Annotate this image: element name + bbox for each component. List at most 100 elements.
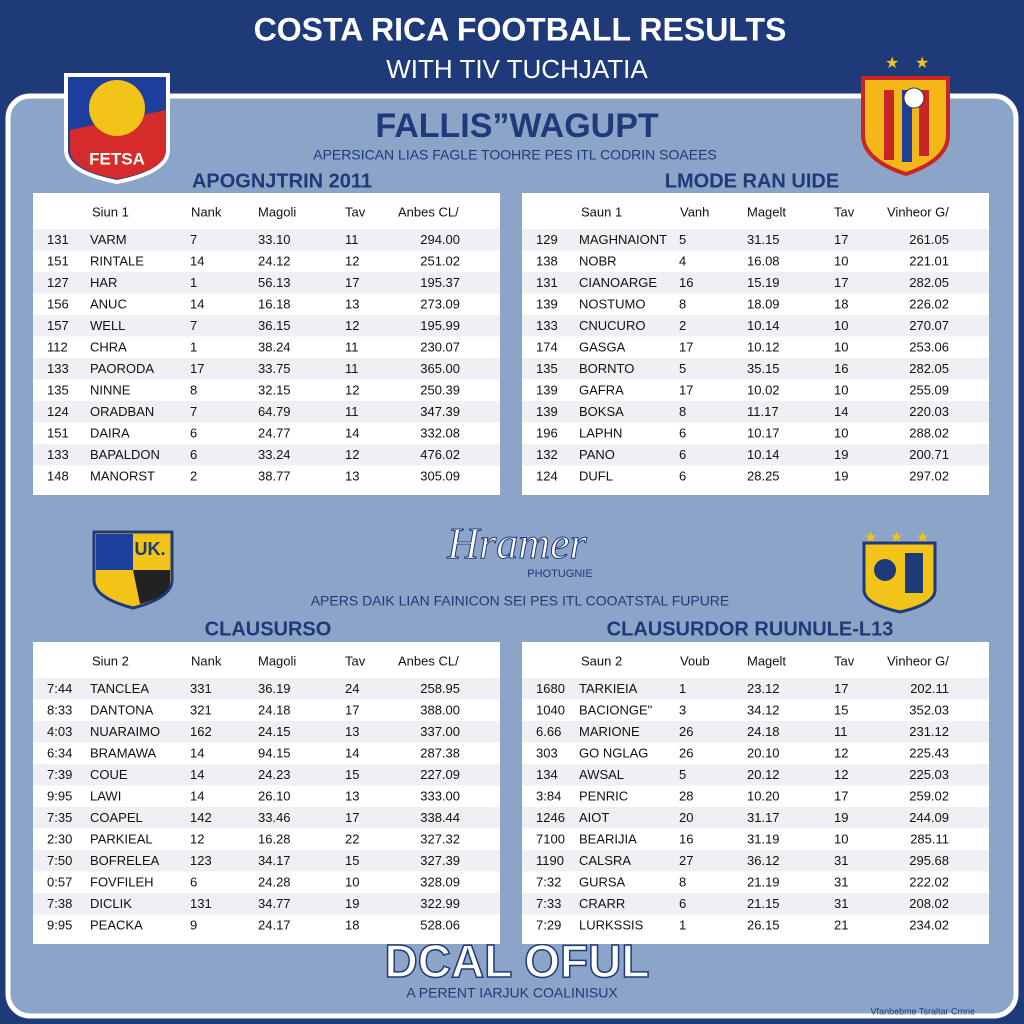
table-cell: 244.09 bbox=[909, 810, 949, 825]
table-cell: 17 bbox=[345, 810, 359, 825]
table-cell: 131 bbox=[536, 275, 558, 290]
table-cell: BOFRELEA bbox=[90, 853, 160, 868]
table-cell: 131 bbox=[190, 896, 212, 911]
table-cell: 21.15 bbox=[747, 896, 780, 911]
table-cell: 14 bbox=[345, 426, 359, 441]
table-cell: 31.19 bbox=[747, 832, 780, 847]
table-cell: BEARIJIA bbox=[579, 832, 637, 847]
table-cell: PANO bbox=[579, 447, 615, 462]
table-cell: 16 bbox=[679, 832, 693, 847]
table-cell: 528.06 bbox=[420, 918, 460, 933]
table-cell: 282.05 bbox=[909, 361, 949, 376]
column-header: Anbes CL/ bbox=[398, 653, 459, 668]
table-cell: GASGA bbox=[579, 340, 626, 355]
table-cell: 7:50 bbox=[47, 853, 72, 868]
table-cell: 7:33 bbox=[536, 896, 561, 911]
table-cell: 4:03 bbox=[47, 724, 72, 739]
table-cell: BAPALDON bbox=[90, 447, 160, 462]
table-cell: 19 bbox=[345, 896, 359, 911]
badge-top-left: FETSA bbox=[64, 73, 170, 185]
table-cell: 231.12 bbox=[909, 724, 949, 739]
column-header: Magoli bbox=[258, 204, 296, 219]
table-cell: 202.11 bbox=[910, 681, 949, 696]
table-cell: 10 bbox=[834, 383, 848, 398]
table-cell: 31 bbox=[834, 896, 848, 911]
table-cell: 24.18 bbox=[747, 724, 780, 739]
table-cell: 10.02 bbox=[747, 383, 780, 398]
table-cell: CALSRA bbox=[579, 853, 631, 868]
row-stripe bbox=[33, 272, 500, 294]
table-cell: 15 bbox=[345, 853, 359, 868]
table-heading: CLAUSURDOR RUUNULE-L13 bbox=[607, 618, 894, 640]
table-cell: CRARR bbox=[579, 896, 625, 911]
table-cell: 270.07 bbox=[909, 318, 949, 333]
table-cell: BRAMAWA bbox=[90, 746, 157, 761]
footer-subtitle: A PERENT IARJUK COALINISUX bbox=[406, 985, 618, 1001]
table-cell: 347.39 bbox=[420, 404, 460, 419]
table-cell: 123 bbox=[190, 853, 212, 868]
table-cell: 6 bbox=[679, 469, 686, 484]
table-cell: 19 bbox=[834, 447, 848, 462]
table-cell: 17 bbox=[345, 275, 359, 290]
title: COSTA RICA FOOTBALL RESULTS bbox=[254, 11, 787, 47]
column-header: Voub bbox=[680, 653, 710, 668]
table-cell: 5 bbox=[679, 767, 686, 782]
subtitle: WITH TIV TUCHJATIA bbox=[386, 54, 648, 84]
table-cell: ORADBAN bbox=[90, 404, 154, 419]
table-cell: 1040 bbox=[536, 703, 565, 718]
table-cell: 31.15 bbox=[747, 232, 780, 247]
table-cell: 28 bbox=[679, 789, 693, 804]
table-cell: 14 bbox=[190, 767, 204, 782]
row-stripe bbox=[522, 850, 989, 872]
table-cell: 26.10 bbox=[258, 789, 291, 804]
table-cell: 11 bbox=[834, 724, 848, 739]
table-cell: 1 bbox=[190, 275, 197, 290]
table-heading: APOGNJTRIN 2011 bbox=[192, 170, 372, 192]
table-cell: 11 bbox=[345, 340, 359, 355]
table-cell: MAGHNAIONT bbox=[579, 232, 667, 247]
table-heading: CLAUSURSO bbox=[205, 618, 332, 640]
table-cell: 10 bbox=[345, 875, 359, 890]
table-cell: 2:30 bbox=[47, 832, 72, 847]
table-cell: 21 bbox=[834, 918, 848, 933]
table-cell: 7 bbox=[190, 404, 197, 419]
table-cell: 305.09 bbox=[420, 469, 460, 484]
table-cell: PENRIC bbox=[579, 789, 628, 804]
table-cell: 2 bbox=[190, 469, 197, 484]
table-cell: 26 bbox=[679, 746, 693, 761]
table-cell: 200.71 bbox=[909, 447, 949, 462]
row-stripe bbox=[522, 893, 989, 915]
table-cell: 13 bbox=[345, 469, 359, 484]
table-cell: 174 bbox=[536, 340, 558, 355]
table-cell: 11 bbox=[345, 404, 359, 419]
table-cell: 0:57 bbox=[47, 875, 72, 890]
table-cell: CHRA bbox=[90, 340, 127, 355]
table-cell: 259.02 bbox=[909, 789, 949, 804]
table-cell: BORNTO bbox=[579, 361, 634, 376]
table-cell: 127 bbox=[47, 275, 69, 290]
table-cell: 321 bbox=[190, 703, 212, 718]
table-cell: 33.10 bbox=[258, 232, 291, 247]
table-cell: DICLIK bbox=[90, 896, 132, 911]
table-cell: 18 bbox=[345, 918, 359, 933]
table-cell: 124 bbox=[47, 404, 69, 419]
table-cell: 19 bbox=[834, 810, 848, 825]
panel-heading: FALLIS”WAGUPT bbox=[375, 107, 659, 145]
table-cell: 26.15 bbox=[747, 918, 780, 933]
table-cell: 131 bbox=[47, 232, 69, 247]
table-cell: 222.02 bbox=[909, 875, 949, 890]
table-cell: 7:39 bbox=[47, 767, 72, 782]
table-cell: 8 bbox=[679, 297, 686, 312]
row-stripe bbox=[33, 678, 500, 700]
table-cell: VARM bbox=[90, 232, 127, 247]
row-stripe bbox=[33, 807, 500, 829]
table-cell: LAWI bbox=[90, 789, 121, 804]
table-cell: 1 bbox=[679, 918, 686, 933]
table-cell: 288.02 bbox=[909, 426, 949, 441]
table-cell: 388.00 bbox=[420, 703, 460, 718]
table-cell: 12 bbox=[345, 254, 359, 269]
table-cell: 8:33 bbox=[47, 703, 72, 718]
table-cell: 9:95 bbox=[47, 789, 72, 804]
row-stripe bbox=[522, 764, 989, 786]
column-header: Siun 2 bbox=[92, 653, 129, 668]
